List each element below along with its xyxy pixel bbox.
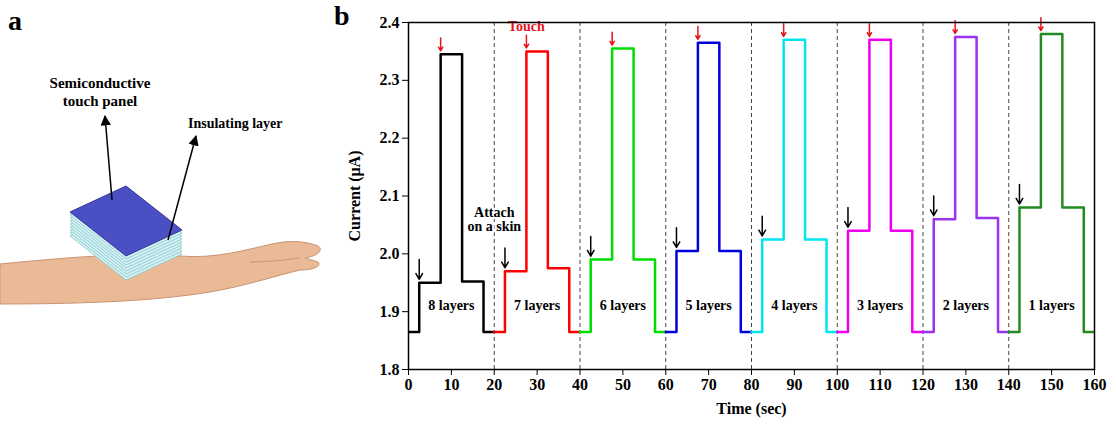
svg-text:50: 50	[615, 376, 631, 393]
svg-text:5 layers: 5 layers	[685, 298, 732, 313]
svg-text:1 layers: 1 layers	[1028, 298, 1075, 313]
svg-text:4 layers: 4 layers	[771, 298, 818, 313]
svg-text:1.9: 1.9	[380, 303, 400, 320]
svg-text:150: 150	[1040, 376, 1064, 393]
html-text:b: b	[334, 0, 350, 31]
svg-text:140: 140	[997, 376, 1021, 393]
svg-text:3 layers: 3 layers	[857, 298, 904, 313]
svg-text:60: 60	[658, 376, 674, 393]
svg-text:160: 160	[1083, 376, 1107, 393]
svg-text:40: 40	[572, 376, 588, 393]
svg-text:2.3: 2.3	[380, 71, 400, 88]
svg-text:100: 100	[825, 376, 849, 393]
svg-text:2.0: 2.0	[380, 245, 400, 262]
svg-text:90: 90	[786, 376, 802, 393]
svg-text:10: 10	[443, 376, 459, 393]
svg-text:Touch: Touch	[508, 19, 545, 34]
svg-text:70: 70	[701, 376, 717, 393]
svg-text:Attachon a skin: Attachon a skin	[467, 205, 521, 234]
svg-text:Semiconductivetouch panel: Semiconductivetouch panel	[50, 75, 151, 109]
svg-text:20: 20	[486, 376, 502, 393]
svg-text:8 layers: 8 layers	[428, 298, 475, 313]
svg-text:120: 120	[911, 376, 935, 393]
svg-text:2.2: 2.2	[380, 129, 400, 146]
svg-text:7 layers: 7 layers	[514, 298, 561, 313]
svg-text:30: 30	[529, 376, 545, 393]
svg-text:80: 80	[744, 376, 760, 393]
svg-text:1.8: 1.8	[380, 361, 400, 378]
svg-text:0: 0	[405, 376, 413, 393]
svg-text:Insulating layer: Insulating layer	[188, 116, 283, 131]
svg-text:6 layers: 6 layers	[600, 298, 647, 313]
svg-text:Time (sec): Time (sec)	[716, 400, 786, 418]
svg-text:Current (μA): Current (μA)	[346, 151, 364, 242]
svg-text:2.4: 2.4	[380, 14, 400, 31]
svg-text:a: a	[8, 5, 22, 36]
svg-text:130: 130	[954, 376, 978, 393]
svg-text:110: 110	[869, 376, 892, 393]
svg-text:2 layers: 2 layers	[943, 298, 990, 313]
svg-text:2.1: 2.1	[380, 187, 400, 204]
